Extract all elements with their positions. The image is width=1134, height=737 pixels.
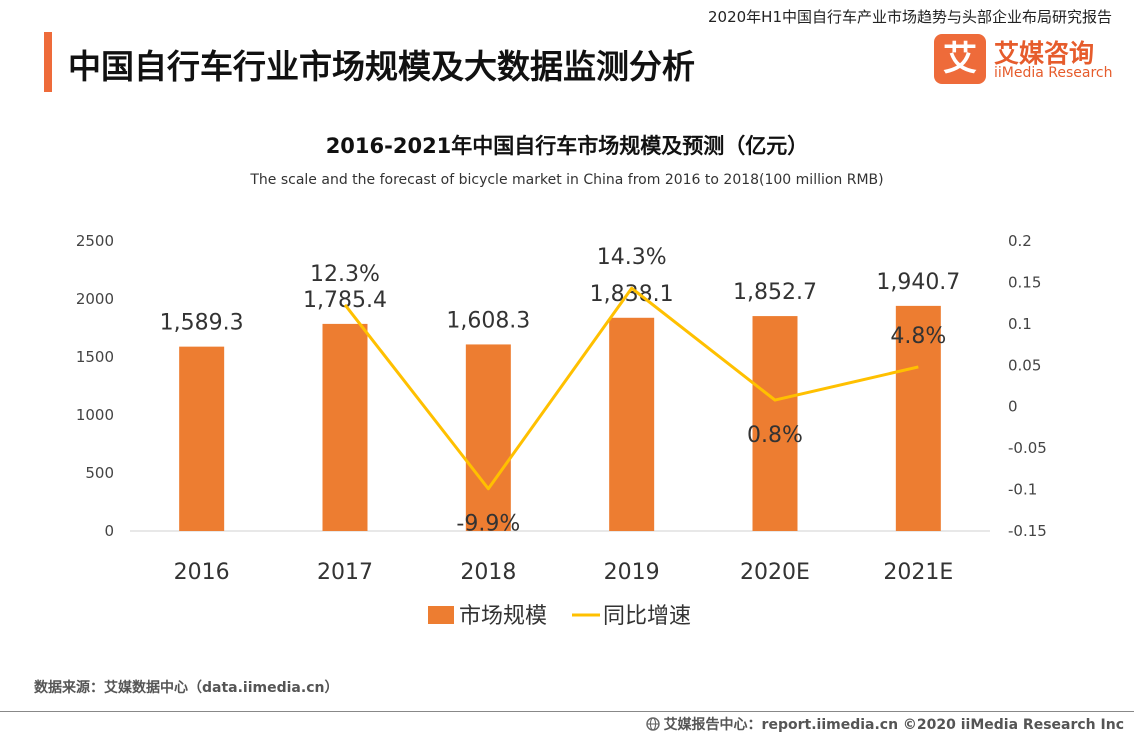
x-tick-label: 2020E (740, 560, 810, 585)
x-tick-label: 2016 (174, 560, 230, 585)
bar-2017 (322, 323, 368, 531)
y-left-tick-label: 0 (104, 522, 114, 540)
data-source: 数据来源：艾媒数据中心（data.iimedia.cn） (34, 680, 339, 696)
growth-rate-label: 14.3% (597, 245, 667, 270)
y-left-tick-label: 2500 (76, 232, 114, 250)
bar-value-label: 1,852.7 (733, 280, 817, 305)
y-left-tick-label: 500 (85, 464, 114, 482)
y-left-tick-label: 1000 (76, 406, 114, 424)
title-accent-bar (44, 32, 52, 92)
footer-credit: 艾媒报告中心：report.iimedia.cn ©2020 iiMedia R… (645, 714, 1124, 734)
report-center-text: 艾媒报告中心：report.iimedia.cn ©2020 iiMedia R… (663, 717, 1124, 733)
bar-2020E (752, 316, 798, 531)
y-left-tick-label: 1500 (76, 348, 114, 366)
growth-rate-label: 0.8% (747, 423, 803, 448)
y-left-tick-label: 2000 (76, 290, 114, 308)
y-right-tick-label: 0.15 (1008, 273, 1041, 291)
x-tick-label: 2021E (883, 560, 953, 585)
legend-bar-swatch (428, 606, 454, 624)
bar-2019 (609, 317, 655, 531)
report-title: 2020年H1中国自行车产业市场趋势与头部企业布局研究报告 (708, 8, 1112, 26)
bar-value-label: 1,785.4 (303, 288, 387, 313)
y-right-tick-label: 0.1 (1008, 315, 1032, 333)
logo-name: 艾媒咨询 (994, 39, 1095, 68)
y-right-tick-label: -0.15 (1008, 522, 1047, 540)
logo-subtitle: iiMedia Research (994, 65, 1113, 81)
x-tick-label: 2019 (604, 560, 660, 585)
x-tick-label: 2017 (317, 560, 373, 585)
footer-divider (0, 711, 1134, 712)
legend-bar-label: 市场规模 (459, 604, 547, 629)
growth-rate-label: 4.8% (890, 324, 946, 349)
y-right-tick-label: 0.2 (1008, 232, 1032, 250)
y-right-tick-label: 0 (1008, 398, 1018, 416)
bar-2016 (179, 346, 225, 531)
logo-mark-icon: 艾 (934, 34, 986, 84)
page-title: 中国自行车行业市场规模及大数据监测分析 (68, 47, 695, 86)
growth-rate-label: 12.3% (310, 262, 380, 287)
chart-title: 2016-2021年中国自行车市场规模及预测（亿元） (325, 134, 809, 158)
y-right-tick-label: -0.1 (1008, 481, 1037, 499)
globe-icon (645, 717, 660, 731)
legend-line-label: 同比增速 (603, 604, 691, 629)
y-right-tick-label: 0.05 (1008, 356, 1041, 374)
x-tick-label: 2018 (460, 560, 516, 585)
bar-value-label: 1,589.3 (160, 311, 244, 336)
chart-subtitle: The scale and the forecast of bicycle ma… (250, 172, 884, 188)
bar-value-label: 1,608.3 (446, 308, 530, 333)
iimedia-logo: 艾 艾媒咨询 iiMedia Research (934, 34, 1124, 86)
bar-2018 (465, 344, 511, 531)
bar-value-label: 1,838.1 (590, 282, 674, 307)
growth-rate-label: -9.9% (456, 512, 520, 537)
bar-value-label: 1,940.7 (876, 270, 960, 295)
y-right-tick-label: -0.05 (1008, 439, 1047, 457)
growth-rate-line (343, 286, 919, 491)
bar-2021E (895, 305, 941, 531)
